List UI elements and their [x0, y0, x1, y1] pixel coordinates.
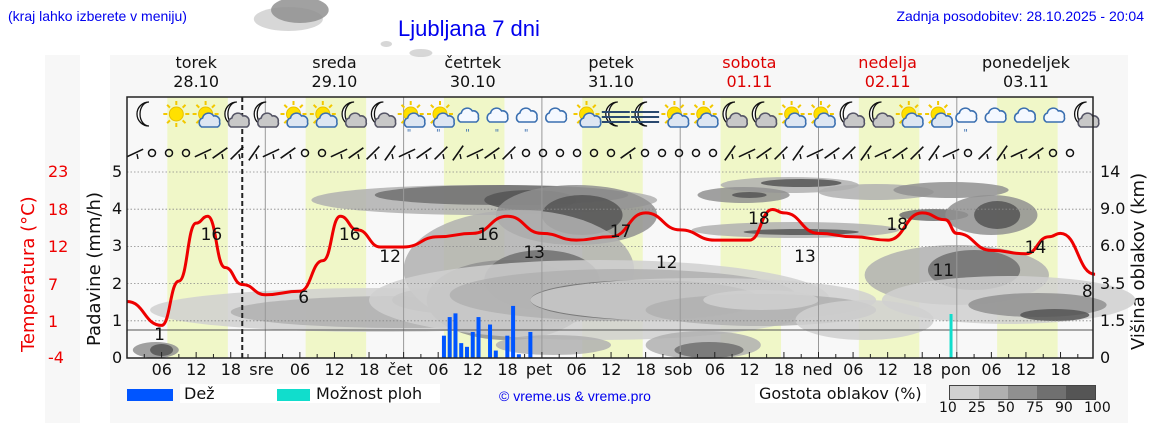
cloud-height-tick: 14: [1100, 162, 1121, 181]
day-short-tick: sre: [249, 360, 274, 379]
showers-legend-label: Možnost ploh: [312, 384, 440, 403]
page-title: Ljubljana 7 dni: [398, 16, 540, 41]
temp-point-label: 16: [477, 225, 499, 245]
hour-tick: 06: [151, 360, 172, 379]
density-tick: 25: [968, 400, 986, 416]
hour-tick: 12: [601, 360, 622, 379]
hour-tick: 06: [566, 360, 587, 379]
day-label-1: sreda 29.10: [311, 53, 358, 91]
svg-text:": ": [436, 128, 441, 139]
hour-tick: 12: [324, 360, 345, 379]
cloud-height-tick: 0: [1100, 348, 1111, 367]
day-short-tick: sob: [664, 360, 693, 379]
temp-point-label: 12: [379, 247, 401, 267]
day-short-tick: ned: [802, 360, 833, 379]
density-tick: 90: [1055, 400, 1073, 416]
temp-point-label: 8: [1082, 282, 1093, 302]
temp-point-label: 17: [610, 222, 632, 242]
temp-point-label: 14: [1025, 238, 1047, 258]
temp-tick: -4: [48, 348, 64, 367]
day-short-tick: čet: [387, 360, 413, 379]
temp-point-label: 11: [932, 261, 954, 281]
temp-point-label: 6: [298, 288, 309, 308]
svg-text:": ": [963, 128, 968, 139]
temp-tick: 18: [48, 200, 69, 219]
day-label-3: petek 31.10: [588, 53, 634, 91]
temp-point-label: 1: [154, 325, 165, 345]
temp-point-label: 18: [748, 209, 770, 229]
day-label-0: torek 28.10: [173, 53, 220, 91]
temp-tick: 7: [48, 275, 59, 294]
precip-tick: 5: [112, 162, 123, 181]
hour-tick: 12: [462, 360, 484, 379]
hour-tick: 06: [981, 360, 1002, 379]
last-updated: Zadnja posodobitev: 28.10.2025 - 20:04: [896, 8, 1144, 24]
svg-text:": ": [465, 128, 470, 139]
precip-tick: 4: [112, 199, 123, 219]
hour-tick: 12: [186, 360, 207, 379]
day-label-4: sobota 01.11: [722, 53, 777, 91]
temp-point-label: 16: [201, 225, 223, 245]
precip-tick: 0: [112, 348, 123, 367]
cloud-height-tick: 6.0: [1100, 236, 1126, 256]
density-tick: 50: [997, 400, 1015, 416]
hour-tick: 06: [289, 360, 311, 379]
temp-tick: 12: [48, 237, 69, 256]
svg-text:": ": [407, 128, 412, 139]
day-label-2: četrtek 30.10: [444, 53, 502, 91]
temp-tick: 23: [48, 162, 69, 181]
temp-point-label: 13: [794, 247, 816, 267]
density-tick: 10: [939, 400, 957, 416]
cloud-height-tick: 3.5: [1100, 273, 1126, 293]
cloud-density-label: Gostota oblakov (%): [755, 384, 926, 403]
hour-tick: 18: [497, 360, 518, 379]
temperature-axis-panel: [45, 55, 80, 423]
temp-tick: 1: [48, 312, 59, 331]
hour-tick: 12: [877, 360, 898, 379]
hour-tick: 06: [704, 360, 726, 379]
hour-tick: 12: [739, 360, 760, 379]
hour-tick: 18: [773, 360, 795, 379]
temp-point-label: 13: [523, 243, 545, 263]
day-short-tick: pet: [525, 360, 553, 379]
hour-tick: 18: [1050, 360, 1071, 379]
temp-point-label: 12: [656, 253, 678, 273]
showers-legend-swatch: [277, 389, 310, 401]
precip-tick: 1: [112, 310, 123, 330]
wind-barbs: [126, 145, 1075, 161]
hour-tick: 06: [428, 360, 449, 379]
hour-tick: 12: [1015, 360, 1037, 379]
temp-point-label: 18: [886, 215, 908, 235]
svg-text:": ": [495, 128, 500, 139]
hour-tick: 06: [843, 360, 864, 379]
location-menu-hint: (kraj lahko izberete v meniju): [8, 8, 187, 24]
hour-tick: 18: [220, 360, 242, 379]
hour-tick: 18: [912, 360, 933, 379]
temp-point-label: 16: [339, 225, 361, 245]
cloud-height-tick: 9.0: [1100, 199, 1126, 219]
density-tick: 75: [1026, 400, 1044, 416]
temperature-line: [126, 207, 1096, 327]
cloud-height-tick: 1.5: [1100, 310, 1126, 330]
svg-text:": ": [524, 128, 529, 139]
cloud-density-scale: [949, 385, 1096, 400]
day-label-6: ponedeljek 03.11: [981, 53, 1070, 91]
hour-tick: 18: [359, 360, 380, 379]
hour-tick: 18: [635, 360, 656, 379]
density-tick: 100: [1084, 400, 1111, 416]
precip-tick: 2: [112, 273, 123, 293]
day-label-5: nedelja 02.11: [858, 53, 917, 91]
copyright-link[interactable]: © vreme.us & vreme.pro: [499, 388, 651, 404]
rain-legend-swatch: [127, 389, 173, 401]
precip-tick: 3: [112, 236, 123, 256]
day-short-tick: pon: [940, 360, 971, 379]
